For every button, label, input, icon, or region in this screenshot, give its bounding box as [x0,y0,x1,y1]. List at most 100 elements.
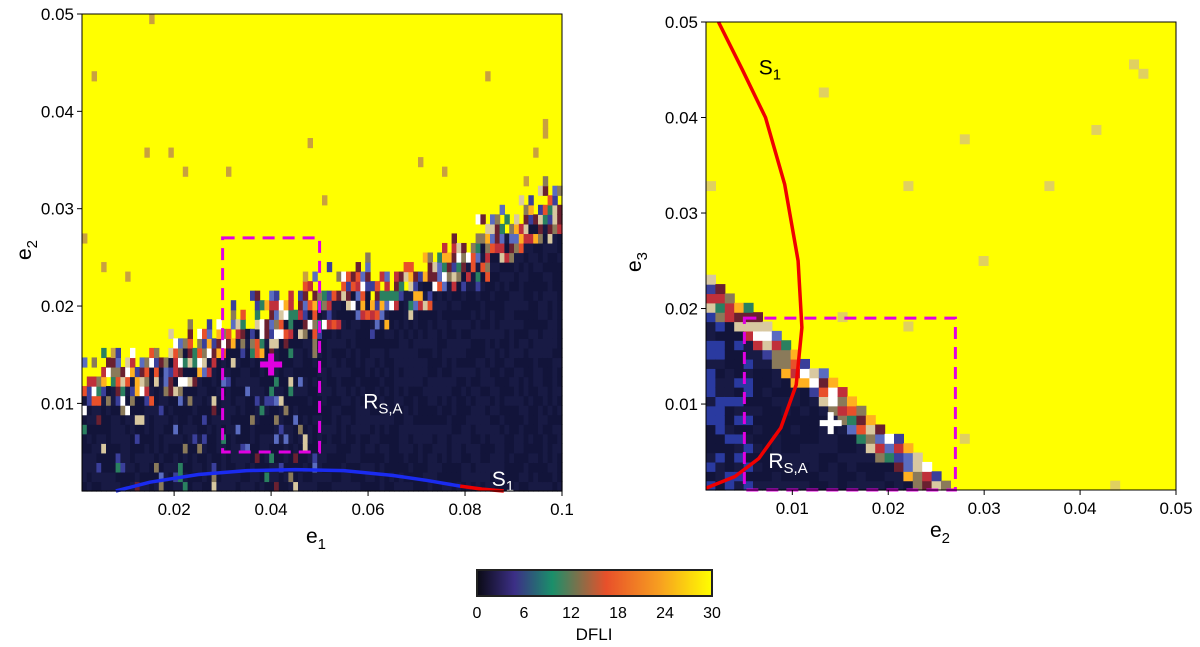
heatmap-cell [504,433,510,444]
heatmap-cell [278,328,285,339]
heatmap-cell [394,386,400,397]
heatmap-cell [466,424,472,435]
heatmap-cell [446,395,453,406]
heatmap-cell [341,481,347,492]
heatmap-cell [398,395,405,406]
heatmap-cell [552,357,558,368]
heatmap-cell [269,462,275,473]
heatmap-cell [514,328,520,339]
heatmap-cell [139,414,145,425]
heatmap-cell [149,452,155,463]
colorbar-gradient [476,569,713,597]
heatmap-cell [264,405,270,416]
heatmap-cell [408,376,414,387]
heatmap-cell [202,347,208,359]
heatmap-cell [523,223,529,235]
heatmap-cell [216,366,222,378]
heatmap-cell [240,309,246,320]
heatmap-cell [509,481,515,492]
heatmap-cell [230,366,237,378]
heatmap-cell [514,290,520,301]
heatmap-cell [557,204,563,215]
heatmap-cell [206,424,213,435]
heatmap-cell [293,481,299,492]
heatmap-cell [547,452,553,463]
heatmap-cell [293,424,299,435]
heatmap-cell [230,424,237,435]
heatmap-cell [1110,480,1121,491]
heatmap-cell [336,462,342,473]
heatmap-cell [154,424,160,435]
heatmap-cell [427,433,433,444]
heatmap-cell [475,271,481,282]
heatmap-cell [264,395,270,406]
heatmap-cell [528,204,534,215]
heatmap-cell [120,462,126,473]
heatmap-cell [259,300,265,311]
heatmap-cell [509,357,515,368]
heatmap-cell [370,357,376,368]
heatmap-cell [461,462,467,473]
heatmap-cell [422,471,429,483]
heatmap-cell [394,328,400,339]
heatmap-cell [346,386,352,397]
heatmap-cell [422,452,429,463]
heatmap-cell [523,357,529,368]
heatmap-cell [475,366,481,378]
curve-label: S1 [492,468,514,495]
heatmap-cell [355,414,361,425]
heatmap-cell [837,415,848,426]
heatmap-cell [144,414,150,425]
heatmap-cell [384,290,390,301]
heatmap-cell [269,376,275,387]
heatmap-cell [538,319,544,330]
heatmap-cell [374,471,381,483]
heatmap-cell [538,357,544,368]
heatmap-cell [734,396,745,407]
heatmap-cell [470,433,477,444]
heatmap-cell [187,357,193,368]
heatmap-cell [374,357,381,368]
heatmap-cell [542,319,549,330]
heatmap-cell [206,347,213,359]
heatmap-cell [470,347,477,359]
heatmap-cell [336,300,342,311]
heatmap-cell [523,338,529,349]
heatmap-cell [475,405,481,416]
heatmap-cell [903,443,914,454]
heatmap-cell [96,424,102,435]
heatmap-cell [163,424,169,435]
heatmap-cell [379,290,385,301]
heatmap-cell [533,328,539,339]
heatmap-cell [557,319,563,330]
heatmap-cell [734,415,745,426]
heatmap-cell [706,396,716,407]
heatmap-cell [475,424,481,435]
heatmap-cell [192,376,198,387]
heatmap-cell [394,290,400,301]
heatmap-cell [307,309,313,320]
heatmap-cell [978,256,989,266]
heatmap-cell [350,347,357,359]
heatmap-cell [557,223,563,235]
heatmap-cell [432,471,438,483]
heatmap-cell [331,300,337,311]
heatmap-cell [211,376,217,387]
heatmap-cell [226,405,232,416]
heatmap-cell [202,376,208,387]
heatmap-cell [470,386,477,397]
heatmap-cell [274,290,280,301]
heatmap-cell [341,347,347,359]
heatmap-cell [557,433,563,444]
heatmap-cell [715,349,726,360]
heatmap-cell [322,300,328,311]
heatmap-cell [518,281,525,292]
left-x-axis-label: e1 [306,525,326,553]
heatmap-cell [418,471,424,483]
heatmap-cell [828,433,839,444]
heatmap-cell [446,252,453,263]
heatmap-cell [312,471,318,483]
heatmap-cell [398,405,405,416]
heatmap-cell [394,309,400,320]
heatmap-cell [288,347,294,359]
